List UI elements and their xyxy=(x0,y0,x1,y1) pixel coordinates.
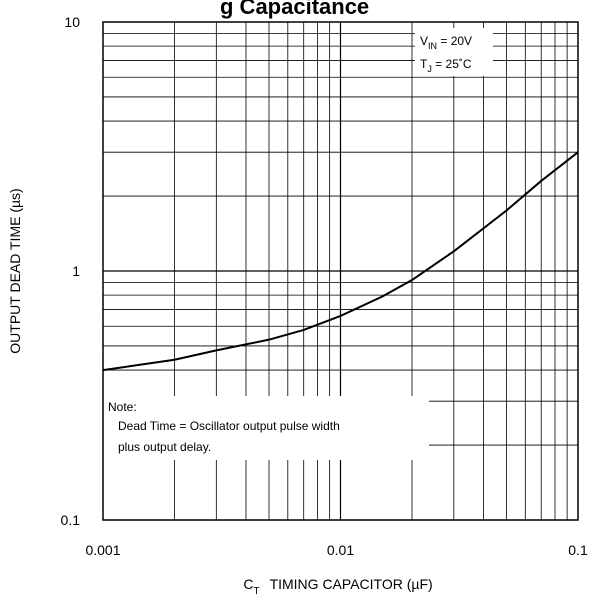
x-axis-label: CT TIMING CAPACITOR (µF) xyxy=(243,576,432,597)
condition-vin: VIN = 20V xyxy=(420,34,472,51)
series-group xyxy=(102,151,579,372)
y-tick-label: 1 xyxy=(72,263,80,279)
y-tick-label: 0.1 xyxy=(61,512,81,528)
y-axis-label: OUTPUT DEAD TIME (µs) xyxy=(7,188,23,353)
plot-frame xyxy=(102,21,579,521)
note-line-1: Dead Time = Oscillator output pulse widt… xyxy=(118,419,340,433)
chart-title: g Capacitance xyxy=(220,0,369,19)
x-tick-label: 0.001 xyxy=(85,542,120,558)
y-tick-label: 10 xyxy=(64,14,80,30)
x-tick-label: 0.1 xyxy=(568,542,588,558)
tick-labels: 0.001 0.01 0.1 0.1 1 10 xyxy=(61,14,588,558)
note-box xyxy=(103,396,429,460)
condition-tj: TJ = 25˚C xyxy=(420,57,472,74)
note-heading: Note: xyxy=(108,400,137,414)
conditions-box xyxy=(415,28,493,76)
series-line-0 xyxy=(102,151,579,372)
x-tick-label: 0.01 xyxy=(327,542,354,558)
note-line-2: plus output delay. xyxy=(118,440,211,454)
